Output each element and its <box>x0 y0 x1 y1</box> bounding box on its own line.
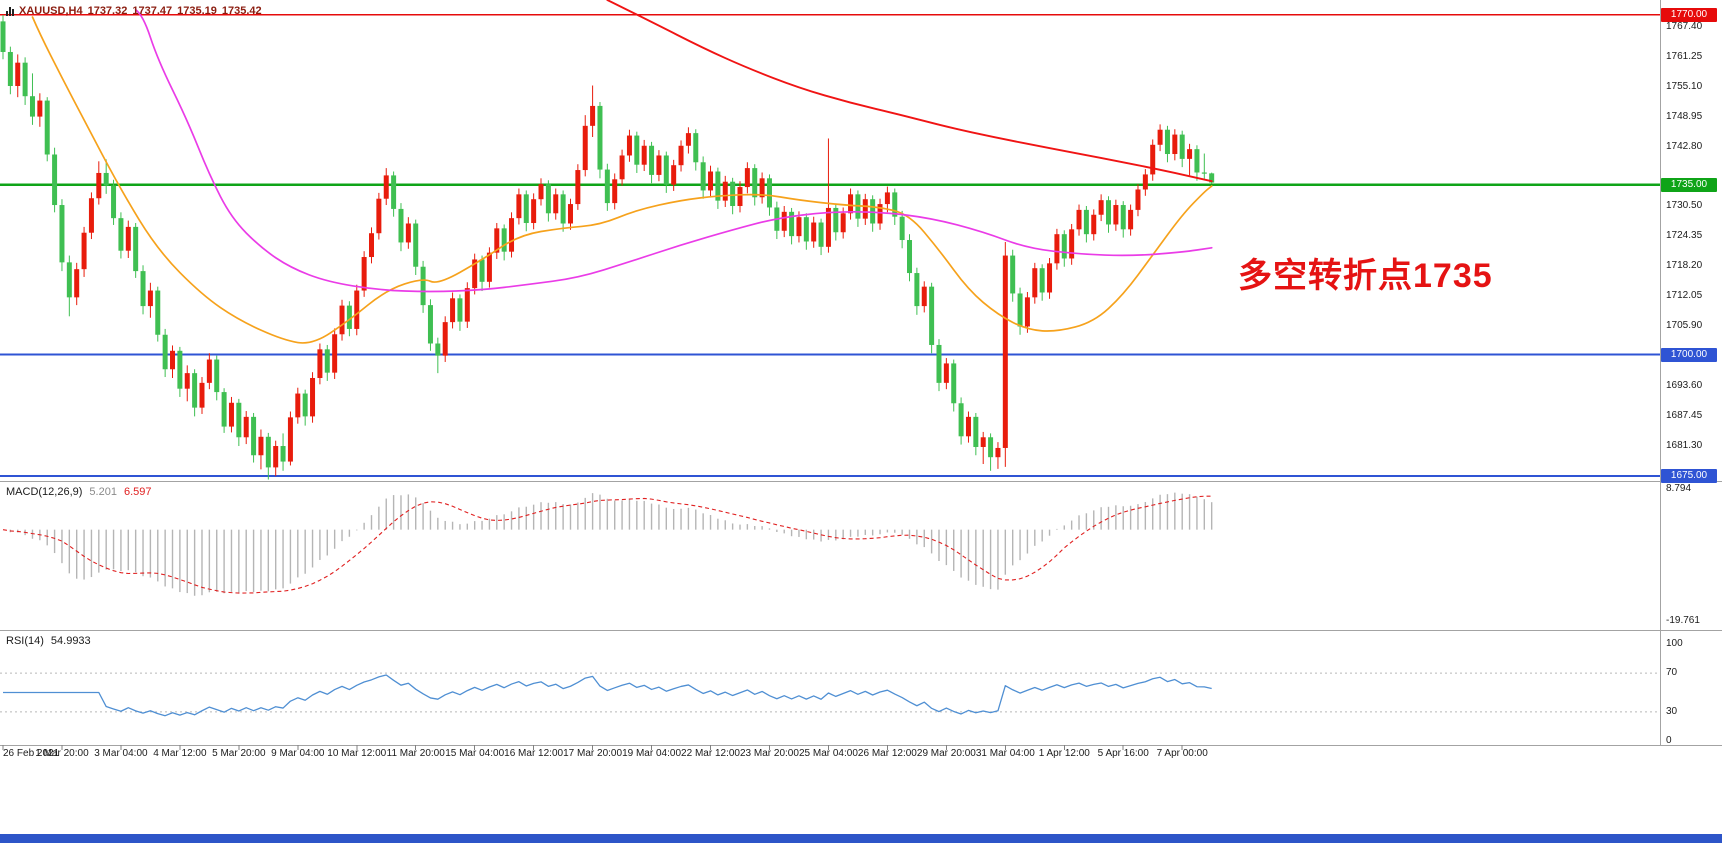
price-scale[interactable]: 1767.40 1761.25 1755.10 1748.95 1742.80 1730.… <box>1660 0 1722 843</box>
symbol-icon <box>6 6 14 16</box>
time-label: 1 Mar 20:00 <box>35 748 89 759</box>
macd-axis-min: -19.761 <box>1666 615 1700 626</box>
time-label: 11 Mar 20:00 <box>386 748 445 759</box>
price-tick-label: 1724.35 <box>1666 230 1703 242</box>
time-label: 5 Apr 16:00 <box>1097 748 1149 759</box>
rsi-value: 54.9933 <box>50 635 91 647</box>
time-label: 17 Mar 20:00 <box>563 748 623 759</box>
price-tick-label: 1718.20 <box>1666 260 1703 272</box>
ma-fast-line <box>31 16 1213 344</box>
price-badge: 1770.00 <box>1661 7 1717 22</box>
price-badge: 1735.00 <box>1661 177 1717 192</box>
time-label: 15 Mar 04:00 <box>445 748 505 759</box>
time-label: 9 Mar 04:00 <box>271 748 325 759</box>
candlestick-series <box>0 15 1215 480</box>
time-label: 16 Mar 12:00 <box>504 748 564 759</box>
rsi-panel-label: RSI(14) 54.9933 <box>6 635 91 647</box>
time-label: 10 Mar 12:00 <box>327 748 387 759</box>
horizontal-lines[interactable] <box>0 13 1660 478</box>
time-label: 4 Mar 12:00 <box>153 748 207 759</box>
ma-mid-line <box>134 8 1213 293</box>
macd-signal-value: 6.597 <box>123 486 152 498</box>
bottom-bar <box>0 834 1722 843</box>
ohlc-high: 1737.47 <box>132 5 173 17</box>
macd-signal-line <box>2 495 1212 594</box>
time-label: 23 Mar 20:00 <box>740 748 799 759</box>
rsi-axis-0: 0 <box>1666 735 1672 746</box>
price-tick-label: 1681.30 <box>1666 439 1703 451</box>
macd-axis-max: 8.794 <box>1666 483 1692 494</box>
price-tick-label: 1761.25 <box>1666 51 1703 63</box>
time-label: 31 Mar 04:00 <box>975 748 1035 759</box>
ma-slow-line <box>606 0 1213 183</box>
time-label: 25 Mar 04:00 <box>798 748 858 759</box>
panel-separators <box>0 0 1722 746</box>
rsi-axis-30: 30 <box>1666 705 1678 717</box>
time-label: 7 Apr 00:00 <box>1156 748 1208 759</box>
macd-value: 5.201 <box>89 486 117 498</box>
price-badge: 1675.00 <box>1661 469 1717 484</box>
annotation-text[interactable]: 多空转折点1735 <box>1238 257 1493 295</box>
price-tick-label: 1730.50 <box>1666 200 1703 212</box>
rsi-level-lines <box>0 672 1660 713</box>
price-tick-label: 1742.80 <box>1666 140 1703 152</box>
rsi-axis-100: 100 <box>1666 638 1683 649</box>
time-label: 19 Mar 04:00 <box>622 748 682 759</box>
ohlc-open: 1737.32 <box>87 5 128 17</box>
ohlc-low: 1735.19 <box>177 5 217 17</box>
price-badge: 1700.00 <box>1661 347 1717 362</box>
price-tick-label: 1712.05 <box>1666 290 1703 302</box>
rsi-line <box>3 674 1212 717</box>
time-label: 3 Mar 04:00 <box>94 748 148 759</box>
macd-name: MACD(12,26,9) <box>6 486 83 498</box>
time-label: 26 Mar 12:00 <box>857 748 917 759</box>
price-tick-label: 1687.45 <box>1666 409 1703 421</box>
macd-panel-label: MACD(12,26,9) 5.201 6.597 <box>6 486 151 498</box>
time-label: 5 Mar 20:00 <box>212 748 266 759</box>
price-tick-label: 1705.90 <box>1666 320 1703 331</box>
time-ticks <box>2 745 1183 750</box>
price-tick-label: 1693.60 <box>1666 379 1703 391</box>
time-label: 22 Mar 12:00 <box>681 748 740 759</box>
time-label: 26 Feb 2021 <box>3 748 60 759</box>
rsi-name: RSI(14) <box>6 635 44 647</box>
symbol-info: XAUUSD,H4 1737.32 1737.47 1735.19 1735.4… <box>6 5 262 17</box>
price-tick-label: 1755.10 <box>1666 80 1703 92</box>
time-axis[interactable]: 26 Feb 2021 1 Mar 20:00 3 Mar 04:00 4 Mar 1… <box>0 746 1722 762</box>
price-tick-label: 1767.40 <box>1666 21 1703 33</box>
rsi-axis-70: 70 <box>1666 667 1678 679</box>
macd-histogram <box>9 492 1213 596</box>
time-label: 29 Mar 20:00 <box>916 748 976 759</box>
price-tick-label: 1748.95 <box>1666 110 1703 122</box>
time-label: 1 Apr 12:00 <box>1038 748 1090 759</box>
ohlc-close: 1735.42 <box>221 5 262 17</box>
symbol-period-label: XAUUSD,H4 <box>19 5 83 17</box>
